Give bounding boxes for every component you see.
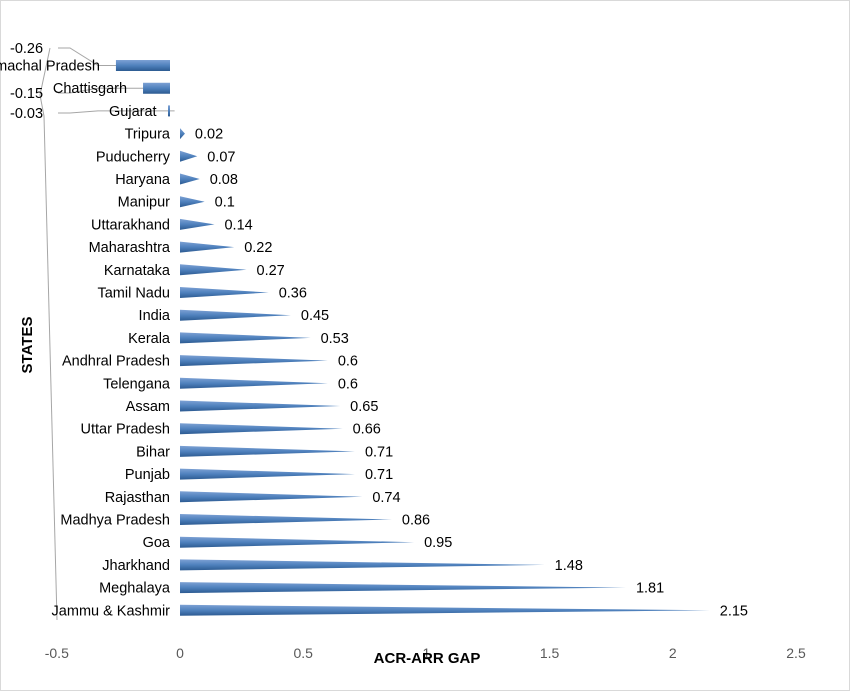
bar — [180, 445, 355, 457]
data-label: 0.36 — [279, 286, 307, 302]
x-tick-label: 1 — [423, 645, 431, 661]
bar — [180, 150, 198, 162]
bar — [180, 491, 363, 503]
data-label: 0.53 — [321, 331, 349, 347]
bar — [115, 60, 170, 71]
bar — [180, 582, 626, 594]
bar — [180, 264, 247, 276]
bar — [180, 218, 215, 230]
bar — [143, 82, 170, 94]
data-label: 0.65 — [350, 399, 378, 415]
data-label: 0.71 — [365, 467, 393, 483]
leader-lines — [39, 47, 175, 621]
data-label: 2.15 — [720, 603, 748, 619]
data-label: 0.66 — [353, 422, 381, 438]
data-label: 0.07 — [207, 149, 235, 165]
data-label: 0.74 — [372, 490, 400, 506]
bar — [180, 536, 415, 548]
bar — [180, 332, 311, 344]
category-label: India — [139, 308, 171, 324]
y-axis-title: STATES — [19, 317, 36, 374]
data-label: 0.86 — [402, 513, 430, 529]
bars — [115, 60, 710, 616]
bar — [180, 514, 392, 525]
data-label: 0.6 — [338, 354, 358, 370]
category-label: Jharkhand — [102, 558, 170, 574]
data-label: 0.08 — [210, 172, 238, 188]
data-label: -0.15 — [10, 86, 43, 102]
category-label: Assam — [126, 399, 170, 415]
bar — [180, 196, 205, 208]
category-label: Uttar Pradesh — [81, 422, 170, 438]
data-label: -0.03 — [10, 106, 43, 122]
bar — [180, 241, 235, 253]
bar — [180, 355, 328, 367]
category-label: Kerala — [128, 331, 171, 347]
bar — [180, 604, 710, 616]
x-tick-label: -0.5 — [45, 645, 69, 661]
leader-line — [58, 87, 146, 94]
bar — [180, 287, 269, 298]
category-label: Haryana — [115, 172, 171, 188]
category-labels: Himachal Pradesh Chattisgarh Gujarat Tripur… — [0, 59, 171, 620]
x-tick-label: 2.5 — [786, 645, 806, 661]
category-label: Jammu & Kashmir — [52, 603, 171, 619]
leader-line — [58, 110, 175, 114]
data-label: 0.22 — [244, 240, 272, 256]
category-label: Bihar — [136, 444, 170, 460]
category-label: Goa — [143, 535, 171, 551]
bar — [180, 423, 343, 435]
data-labels: -0.26 -0.15 -0.03 0.02 0.07 0.08 0.1 0.14 0.22 0.… — [10, 41, 748, 619]
category-label: Uttarakhand — [91, 217, 170, 233]
data-label: 1.48 — [555, 558, 583, 574]
category-label: Madhya Pradesh — [60, 513, 170, 529]
data-label: 0.95 — [424, 535, 452, 551]
data-label: 0.14 — [224, 217, 252, 233]
category-label: Himachal Pradesh — [0, 59, 100, 75]
x-axis-ticks: -0.5 0 0.5 1 1.5 2 2.5 — [45, 645, 806, 661]
bar — [180, 468, 355, 480]
data-label: 0.1 — [215, 195, 235, 211]
data-label: 0.02 — [195, 127, 223, 143]
category-label: Telengana — [103, 376, 171, 392]
category-label: Tamil Nadu — [97, 286, 170, 302]
data-label: 0.45 — [301, 308, 329, 324]
data-label: 1.81 — [636, 581, 664, 597]
x-tick-label: 1.5 — [540, 645, 560, 661]
category-label: Manipur — [118, 195, 171, 211]
bar — [180, 377, 328, 389]
x-tick-label: 0.5 — [293, 645, 313, 661]
data-label: -0.26 — [10, 41, 43, 57]
category-label: Meghalaya — [99, 581, 171, 597]
bar — [168, 105, 170, 117]
bar — [180, 400, 341, 412]
x-tick-label: 0 — [176, 645, 184, 661]
category-label: Chattisgarh — [53, 81, 127, 97]
bar — [180, 128, 185, 140]
data-label: 0.71 — [365, 444, 393, 460]
data-label: 0.27 — [257, 263, 285, 279]
category-label: Punjab — [125, 467, 170, 483]
category-label: Karnataka — [104, 263, 171, 279]
category-label: Maharashtra — [89, 240, 171, 256]
bar — [180, 559, 545, 571]
category-label: Andhral Pradesh — [62, 354, 170, 370]
x-tick-label: 2 — [669, 645, 677, 661]
bar — [180, 173, 200, 185]
category-label: Gujarat — [109, 104, 157, 120]
category-label: Tripura — [125, 127, 171, 143]
data-label: 0.6 — [338, 376, 358, 392]
category-label: Puducherry — [96, 149, 171, 165]
category-label: Rajasthan — [105, 490, 170, 506]
x-axis-title: ACR-ARR GAP — [374, 650, 481, 667]
leader-line — [58, 47, 118, 66]
leader-line — [39, 47, 58, 621]
bar — [180, 309, 291, 321]
